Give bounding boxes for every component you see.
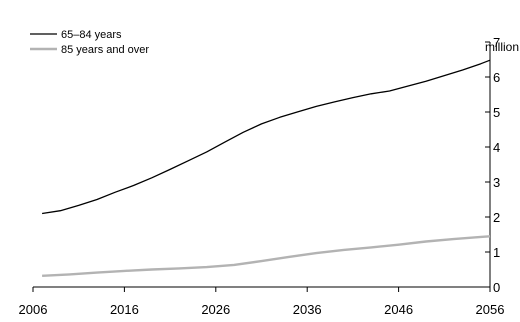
y-tick-label: 2 xyxy=(493,210,500,225)
x-tick-label: 2006 xyxy=(19,302,48,317)
y-tick-label: 4 xyxy=(493,140,500,155)
axes xyxy=(33,42,491,288)
x-tick-label: 2036 xyxy=(293,302,322,317)
series-line-2 xyxy=(42,235,491,277)
x-tick-label: 2046 xyxy=(384,302,413,317)
y-axis-unit-label: million xyxy=(485,40,519,54)
y-tick-label: 7 xyxy=(493,35,500,50)
y-tick-label: 1 xyxy=(493,245,500,260)
y-ticks: 0 1 2 3 4 5 6 7 xyxy=(485,35,500,295)
series-group xyxy=(42,59,491,277)
y-tick-label: 5 xyxy=(493,105,500,120)
x-tick-label: 2016 xyxy=(110,302,139,317)
series-line-1 xyxy=(42,59,491,215)
legend-label-2: 85 years and over xyxy=(61,44,149,56)
legend: 65–84 years 85 years and over xyxy=(30,29,149,56)
x-ticks: 2006 2016 2026 2036 2046 2056 xyxy=(19,287,505,317)
legend-label-1: 65–84 years xyxy=(61,29,122,41)
x-tick-label: 2056 xyxy=(476,302,505,317)
y-tick-label: 6 xyxy=(493,70,500,85)
y-tick-label: 3 xyxy=(493,175,500,190)
y-tick-label: 0 xyxy=(493,280,500,295)
x-tick-label: 2026 xyxy=(201,302,230,317)
